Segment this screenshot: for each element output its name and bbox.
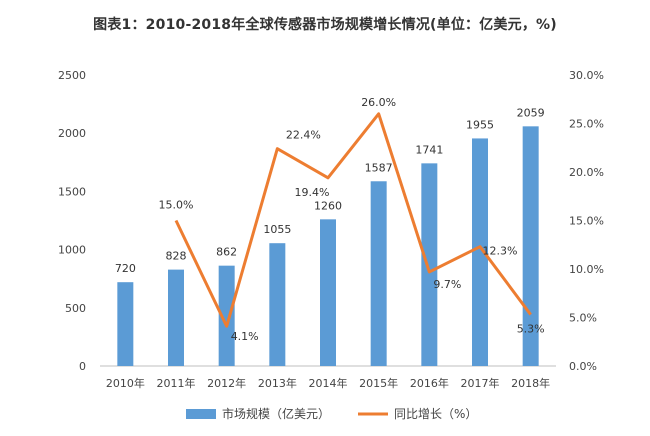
bar <box>320 219 336 366</box>
x-axis-tick-label: 2016年 <box>410 376 449 390</box>
bar-value-label: 1587 <box>365 161 393 174</box>
x-axis-tick-label: 2013年 <box>258 376 297 390</box>
line-value-label: 9.7% <box>433 278 461 291</box>
line-value-label: 4.1% <box>231 330 259 343</box>
right-axis-tick-label: 5.0% <box>569 312 597 325</box>
line-value-label: 12.3% <box>483 245 518 258</box>
x-axis-tick-label: 2015年 <box>359 376 398 390</box>
right-axis-tick-label: 10.0% <box>569 263 604 276</box>
left-axis-tick-label: 2500 <box>58 69 86 82</box>
line-value-label: 19.4% <box>295 186 330 199</box>
bar <box>168 269 184 366</box>
bar <box>269 243 286 366</box>
x-axis-tick-label: 2010年 <box>106 376 145 390</box>
bar-value-label: 2059 <box>517 106 545 119</box>
chart-title: 图表1：2010-2018年全球传感器市场规模增长情况(单位：亿美元，%) <box>93 17 557 33</box>
right-axis-tick-label: 15.0% <box>569 215 604 228</box>
legend-label-line: 同比增长（%） <box>394 407 477 421</box>
bar-value-label: 1955 <box>466 118 494 131</box>
bar-value-label: 862 <box>216 246 237 259</box>
line-series <box>174 112 532 328</box>
line-value-label: 15.0% <box>159 199 194 212</box>
bar-value-label: 720 <box>115 262 136 275</box>
x-axis-tick-label: 2018年 <box>511 376 550 390</box>
x-axis-tick-label: 2011年 <box>157 376 196 390</box>
right-axis: 0.0% 5.0% 10.0% 15.0% 20.0% 25.0% 30.0% <box>569 69 604 373</box>
bar-series <box>117 126 539 366</box>
left-axis-tick-label: 2000 <box>58 127 86 140</box>
x-axis: 2010年 2011年 2012年 2013年 2014年 2015年 2016年 2017年… <box>100 365 556 390</box>
left-axis: 0 500 1000 1500 2000 2500 <box>58 69 86 373</box>
right-axis-tick-label: 20.0% <box>569 166 604 179</box>
bar-value-label: 1741 <box>415 143 443 156</box>
line-value-label: 22.4% <box>286 129 321 142</box>
bar-value-label: 1055 <box>263 223 291 236</box>
data-labels: 720 828 862 1055 1260 1587 1741 1955 2059 15.0% 4.… <box>115 96 545 343</box>
left-axis-tick-label: 0 <box>79 360 86 373</box>
x-axis-tick-label: 2014年 <box>309 376 348 390</box>
x-axis-tick-label: 2017年 <box>461 376 500 390</box>
growth-line <box>174 112 532 328</box>
line-value-label: 5.3% <box>517 323 545 336</box>
x-axis-tick-label: 2012年 <box>207 376 246 390</box>
line-value-label: 26.0% <box>361 96 396 109</box>
legend-swatch-bar <box>186 409 216 419</box>
bar <box>370 181 387 366</box>
bar <box>218 265 235 366</box>
right-axis-tick-label: 30.0% <box>569 69 604 82</box>
left-axis-tick-label: 1500 <box>58 185 86 198</box>
legend-label-bar: 市场规模（亿美元） <box>222 406 330 421</box>
bar-value-label: 1260 <box>314 199 342 212</box>
right-axis-tick-label: 0.0% <box>569 360 597 373</box>
right-axis-tick-label: 25.0% <box>569 118 604 131</box>
bar <box>117 282 134 366</box>
legend: 市场规模（亿美元） 同比增长（%） <box>186 406 477 421</box>
bar <box>472 138 488 366</box>
bar <box>522 126 539 366</box>
left-axis-tick-label: 1000 <box>58 244 86 257</box>
bar-value-label: 828 <box>166 250 187 263</box>
left-axis-tick-label: 500 <box>65 302 86 315</box>
bar <box>421 163 438 366</box>
